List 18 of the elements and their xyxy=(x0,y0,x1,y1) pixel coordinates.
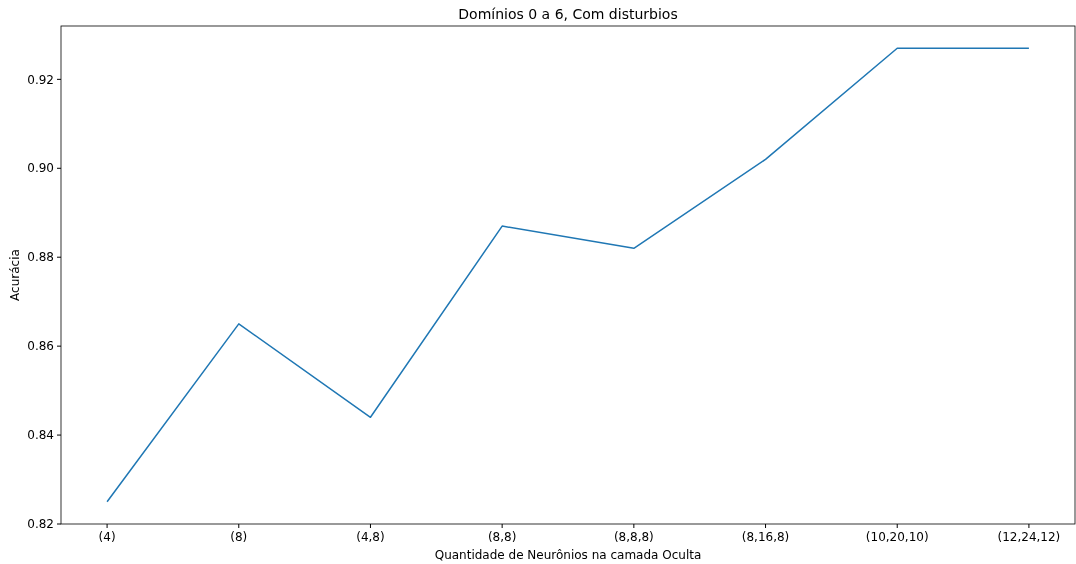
y-axis-title: Acurácia xyxy=(8,249,22,301)
x-tick-label: (10,20,10) xyxy=(865,530,929,544)
x-tick-label: (12,24,12) xyxy=(997,530,1061,544)
y-tick-label: 0.86 xyxy=(27,339,54,354)
line-series xyxy=(106,47,1030,503)
x-tick-label: (8,8) xyxy=(487,530,517,544)
y-tick-label: 0.90 xyxy=(27,161,54,176)
x-tick-label: (4) xyxy=(98,530,116,544)
x-axis-title: Quantidade de Neurônios na camada Oculta xyxy=(434,548,702,562)
x-tick-label: (8) xyxy=(230,530,248,544)
x-tick-label: (4,8) xyxy=(356,530,385,544)
y-tick-label: 0.88 xyxy=(27,250,54,265)
chart-title: Domínios 0 a 6, Com disturbios xyxy=(458,6,678,22)
x-tick-label: (8,16,8) xyxy=(741,530,790,544)
x-tick-label: (8,8,8) xyxy=(613,530,654,544)
y-tick-label: 0.84 xyxy=(27,428,54,443)
y-tick-label: 0.92 xyxy=(27,72,54,87)
y-tick-label: 0.82 xyxy=(27,517,54,532)
